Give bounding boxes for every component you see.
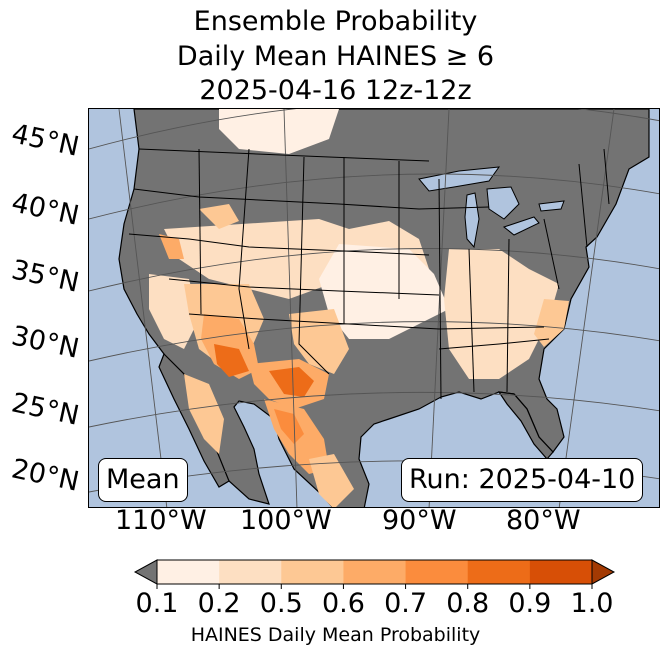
colorbar-bin-2 bbox=[281, 560, 344, 584]
colorbar-tick-6: 0.9 bbox=[508, 588, 552, 619]
colorbar-tick-3: 0.6 bbox=[321, 588, 365, 619]
map-panel bbox=[88, 108, 660, 508]
prob-area-nevada-north bbox=[159, 234, 184, 259]
colorbar-tick-2: 0.5 bbox=[259, 588, 303, 619]
lon-label-100: 100°W bbox=[240, 505, 332, 536]
colorbar-tick-1: 0.2 bbox=[197, 588, 241, 619]
prob-area-texas-core bbox=[269, 367, 314, 397]
lon-label-80: 80°W bbox=[506, 505, 581, 536]
lake-ontario bbox=[538, 200, 565, 212]
gridline-lon-100 bbox=[283, 109, 298, 507]
colorbar-bin-0 bbox=[157, 560, 220, 584]
great-lakes bbox=[418, 166, 565, 249]
lat-label-35: 35°N bbox=[8, 254, 82, 299]
colorbar-over-arrow bbox=[591, 559, 616, 585]
lat-label-20: 20°N bbox=[8, 453, 82, 498]
prob-area-new-mexico bbox=[289, 309, 349, 374]
lat-label-40: 40°N bbox=[8, 187, 82, 232]
colorbar-bin-5 bbox=[467, 560, 531, 584]
gridline-lat-25 bbox=[89, 391, 659, 428]
title-line-3: 2025-04-16 12z-12z bbox=[199, 75, 472, 106]
colorbar-bin-4 bbox=[405, 560, 469, 584]
run-label-box: Run: 2025-04-10 bbox=[401, 458, 644, 502]
lake-erie bbox=[502, 216, 540, 236]
colorbar-bin-3 bbox=[343, 560, 407, 584]
colorbar-under-arrow bbox=[133, 559, 158, 585]
colorbar-bin-6 bbox=[529, 560, 593, 584]
lake-michigan bbox=[464, 192, 480, 249]
prob-area-arizona-core bbox=[214, 344, 249, 377]
prob-area-central-plains bbox=[319, 244, 449, 339]
lon-label-110: 110°W bbox=[115, 505, 207, 536]
graticule bbox=[89, 109, 659, 507]
florida bbox=[497, 391, 554, 460]
colorbar-tick-7: 1.0 bbox=[570, 588, 614, 619]
gridline-lat-40 bbox=[89, 173, 659, 220]
lat-label-30: 30°N bbox=[8, 320, 82, 365]
title-line-2: Daily Mean HAINES ≥ 6 bbox=[176, 41, 495, 72]
state-borders bbox=[128, 148, 610, 400]
colorbar-label: HAINES Daily Mean Probability bbox=[190, 624, 481, 646]
prob-area-baja bbox=[184, 374, 224, 454]
colorbar-tick-0: 0.1 bbox=[135, 588, 179, 619]
lat-label-45: 45°N bbox=[8, 118, 82, 163]
lon-label-90: 90°W bbox=[382, 505, 457, 536]
gridline-lon-110 bbox=[118, 109, 168, 507]
lake-huron bbox=[486, 186, 520, 220]
map-canvas bbox=[89, 109, 659, 507]
gridline-lat-30 bbox=[89, 321, 659, 362]
colorbar-bin-1 bbox=[219, 560, 282, 584]
colorbar bbox=[133, 559, 616, 589]
prob-area-idaho bbox=[199, 204, 239, 229]
prob-area-mexico-south bbox=[309, 454, 354, 507]
prob-area-carolinas bbox=[534, 299, 569, 347]
prob-area-mexico-core bbox=[274, 409, 304, 444]
mean-label-box: Mean bbox=[98, 458, 188, 502]
prob-area-canada bbox=[219, 109, 339, 154]
lat-label-25: 25°N bbox=[8, 387, 82, 432]
gridline-lat-35 bbox=[89, 248, 659, 292]
colorbar-tick-4: 0.7 bbox=[384, 588, 428, 619]
colorbar-tick-5: 0.8 bbox=[446, 588, 490, 619]
gridline-lon-90 bbox=[428, 109, 450, 507]
colorbar-frame bbox=[156, 559, 593, 585]
title-line-1: Ensemble Probability bbox=[193, 6, 478, 37]
gridline-lon-80 bbox=[558, 109, 615, 507]
gridline-lat-45 bbox=[89, 109, 659, 150]
